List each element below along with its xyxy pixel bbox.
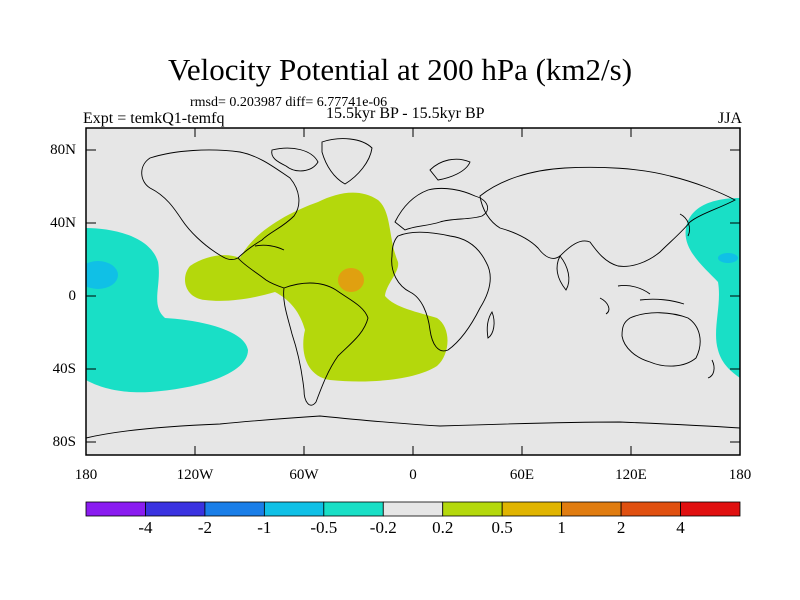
colorbar-label: -0.5 — [310, 518, 338, 537]
lat-label-40s: 40S — [52, 361, 76, 377]
lon-label-180w: 180 — [74, 467, 98, 483]
colorbar-swatch — [323, 501, 384, 517]
colorbar — [85, 501, 741, 517]
lon-ticks — [194, 128, 632, 455]
map-title: Velocity Potential at 200 hPa (km2/s) — [167, 52, 633, 87]
colorbar-label: -2 — [197, 518, 212, 537]
lat-label-80n: 80N — [50, 142, 76, 158]
period-label: 15.5kyr BP - 15.5kyr BP — [326, 105, 485, 122]
experiment-label: Expt = temkQ1-temfq — [83, 110, 225, 127]
negative-core-west-pacific — [718, 253, 738, 263]
lon-label-180e: 180 — [728, 467, 752, 483]
colorbar-label: -0.2 — [369, 518, 397, 537]
negative-anomaly-east-pacific — [86, 228, 248, 393]
colorbar-swatch — [145, 501, 206, 517]
colorbar-swatch — [442, 501, 503, 517]
colorbar-label: 1 — [557, 518, 566, 537]
colorbar-swatch — [680, 501, 741, 517]
lat-label-0: 0 — [68, 288, 77, 304]
lon-label-60e: 60E — [509, 467, 535, 483]
coastlines — [86, 138, 740, 439]
colorbar-swatch — [382, 501, 444, 517]
lat-label-40n: 40N — [50, 215, 76, 231]
lon-label-120e: 120E — [615, 467, 647, 483]
season-label: JJA — [717, 110, 742, 127]
negative-anomaly-west-pacific — [685, 198, 740, 378]
negative-core-east-pacific — [86, 261, 118, 289]
colorbar-label: -4 — [138, 518, 153, 537]
colorbar-swatch — [263, 501, 325, 517]
colorbar-label: -1 — [257, 518, 272, 537]
positive-anomaly-atlantic — [185, 192, 448, 382]
lon-label-60w: 60W — [289, 467, 319, 483]
colorbar-swatch — [501, 501, 563, 517]
stats-text: rmsd= 0.203987 diff= 6.77741e-06 — [190, 95, 388, 110]
lon-label-120w: 120W — [176, 467, 214, 483]
lat-label-80s: 80S — [52, 434, 76, 450]
lon-label-0: 0 — [409, 467, 417, 483]
colorbar-swatch — [204, 501, 265, 517]
map-background — [86, 128, 740, 455]
colorbar-swatch — [561, 501, 622, 517]
colorbar-label: 0.5 — [491, 518, 513, 537]
colorbar-label: 2 — [616, 518, 626, 537]
positive-core-atlantic — [338, 268, 364, 292]
lat-ticks — [86, 149, 740, 443]
colorbar-swatch — [620, 501, 681, 517]
colorbar-label: 4 — [676, 518, 685, 537]
colorbar-swatch — [85, 501, 146, 517]
colorbar-label: 0.2 — [432, 518, 454, 537]
